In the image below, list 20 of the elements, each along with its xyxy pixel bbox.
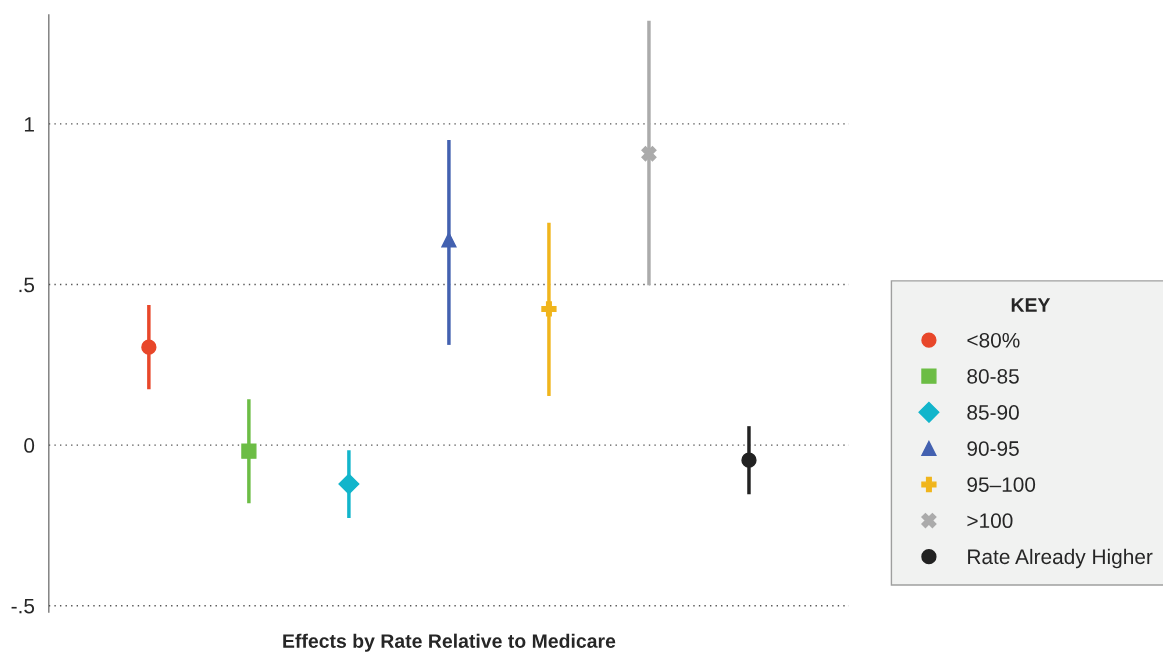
- y-tick-label: .5: [19, 277, 35, 293]
- point: [641, 146, 657, 162]
- point: [541, 301, 557, 317]
- legend-label: 85-90: [967, 405, 1019, 420]
- legend-label: 95–100: [967, 477, 1036, 492]
- legend-label: >100: [967, 513, 1013, 529]
- legend-label: 90-95: [967, 441, 1019, 456]
- legend-title: KEY: [1011, 298, 1051, 312]
- point: [141, 339, 157, 355]
- legend-label: Rate Already Higher: [968, 548, 1153, 569]
- y-tick-label: 0: [24, 438, 35, 453]
- point: [741, 452, 757, 468]
- point: [441, 232, 457, 248]
- x-axis-title: Effects by Rate Relative to Medicare: [283, 633, 616, 652]
- legend-label: <80%: [967, 332, 1020, 348]
- y-tick-label: 1: [24, 117, 34, 132]
- point: [338, 473, 360, 495]
- legend-label: 80-85: [967, 368, 1019, 384]
- point: [241, 443, 257, 459]
- y-tick-label: -.5: [11, 598, 35, 614]
